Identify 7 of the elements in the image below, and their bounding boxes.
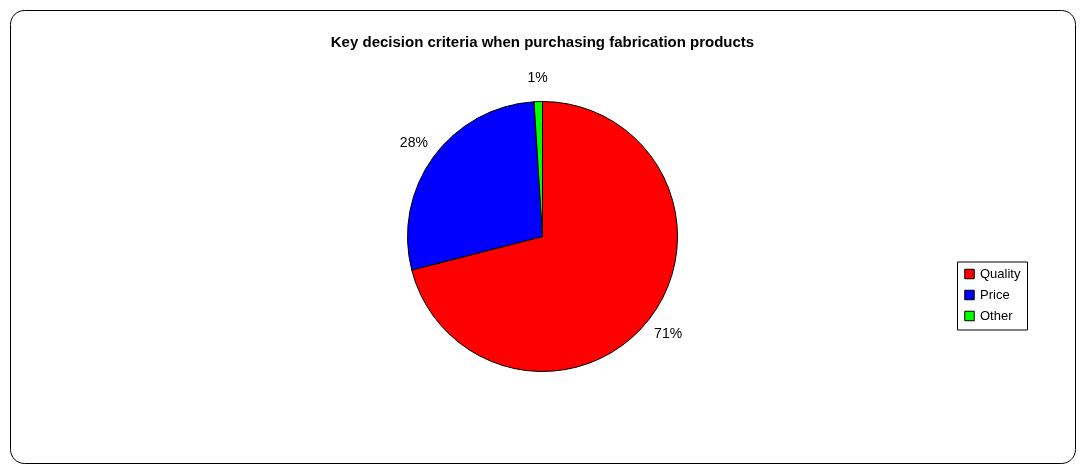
data-label: 28% bbox=[399, 134, 428, 151]
data-label: 1% bbox=[527, 68, 548, 85]
chart-title: Key decision criteria when purchasing fabrication products bbox=[330, 33, 755, 50]
legend-label: Price bbox=[980, 287, 1010, 302]
legend-label: Quality bbox=[980, 266, 1021, 281]
legend-label: Other bbox=[980, 308, 1014, 323]
data-label: 71% bbox=[654, 324, 683, 341]
